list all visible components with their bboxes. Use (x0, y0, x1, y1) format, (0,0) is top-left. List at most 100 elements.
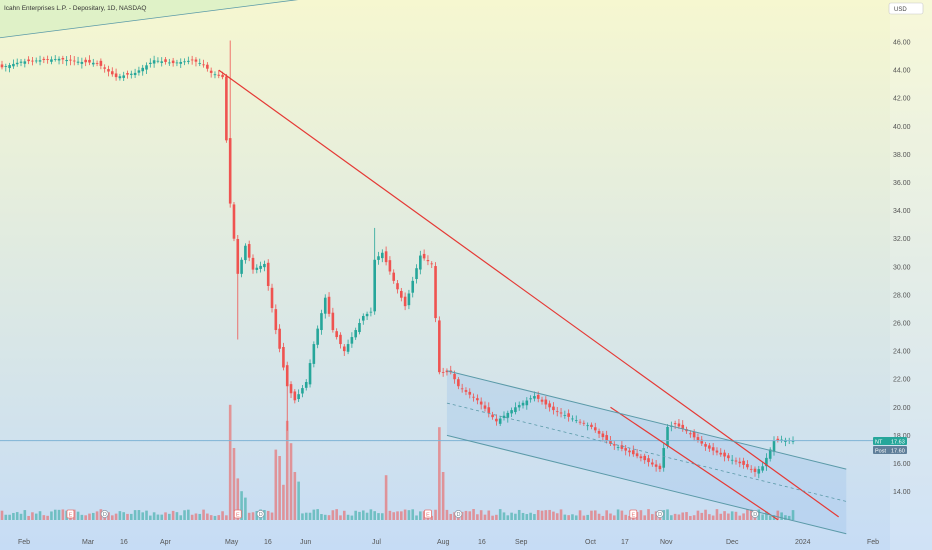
candle-body (692, 431, 696, 438)
volume-bar (643, 515, 647, 520)
volume-bar (654, 511, 658, 520)
volume-bar (704, 509, 707, 520)
candle-body (217, 74, 221, 76)
trendline-overlays[interactable] (0, 0, 932, 535)
volume-bar (495, 514, 498, 520)
volume-bar (696, 510, 700, 520)
volume-bar (339, 515, 342, 520)
candle-body (597, 430, 601, 434)
volume-bar (441, 472, 445, 520)
volume-bar (521, 512, 525, 520)
candlesticks (0, 40, 795, 479)
volume-bar (689, 515, 692, 520)
candle-body (232, 204, 236, 239)
candle-body (4, 66, 8, 67)
volume-bar (597, 513, 601, 520)
candle-body (50, 59, 53, 62)
candle-body (183, 61, 186, 63)
volume-bar (137, 510, 141, 520)
volume-bar (460, 511, 464, 520)
candle-body (525, 400, 529, 406)
candle-body (571, 418, 574, 420)
y-tick-label: 42.00 (893, 96, 911, 103)
candle-body (323, 297, 327, 314)
candle-body (704, 444, 707, 447)
volume-bar (91, 512, 95, 520)
volume-bar (126, 513, 129, 520)
dividend-badge (256, 510, 265, 518)
volume-bar (491, 515, 494, 520)
candle-body (407, 293, 411, 306)
candle-body (23, 61, 27, 64)
candle-body (103, 67, 106, 69)
candle-body (605, 435, 608, 441)
candle-body (331, 312, 335, 331)
candle-body (658, 465, 662, 470)
volume-bar (711, 515, 715, 520)
volume-bar (392, 512, 396, 520)
candle-body (213, 74, 217, 76)
candle-body (118, 76, 122, 79)
volume-bar (251, 512, 255, 520)
candle-body (156, 60, 160, 62)
volume-bar (145, 510, 148, 520)
volume-bar (453, 512, 456, 520)
volume-bar (784, 515, 787, 520)
currency-box[interactable] (888, 2, 924, 15)
candle-body (137, 70, 141, 73)
y-tick-label: 18.00 (893, 433, 911, 440)
volume-bar (681, 512, 685, 520)
candle-body (430, 263, 434, 265)
volume-bar (479, 510, 483, 520)
earnings-badge-label: E (69, 512, 73, 518)
volume-bar (555, 513, 559, 520)
volume-bar (487, 510, 491, 520)
candle-body (381, 252, 384, 259)
candle-body (415, 268, 418, 280)
candle-body (719, 452, 723, 455)
volume-bar (396, 511, 399, 520)
volume-bar (141, 512, 145, 520)
volume-bar (593, 510, 597, 520)
price-axis-panel[interactable] (890, 0, 932, 550)
volume-bar (400, 511, 403, 520)
dividend-badge (751, 510, 759, 518)
candle-body (377, 256, 380, 260)
volume-bar (244, 497, 247, 520)
volume-bar (730, 511, 734, 520)
candle-body (88, 59, 91, 63)
candle-body (453, 373, 456, 380)
candle-body (601, 433, 605, 438)
channel-upper-line (446, 370, 847, 470)
candle-body (426, 259, 430, 262)
candle-body (506, 412, 510, 418)
candle-body (160, 61, 164, 63)
earnings-badge-label: E (631, 512, 635, 518)
candle-body (373, 259, 376, 312)
y-tick-label: 28.00 (893, 292, 911, 299)
volume-bar (118, 511, 122, 520)
volume-bar (483, 514, 487, 520)
candle-body (491, 414, 494, 418)
dividend-badge (454, 510, 463, 518)
volume-bar (198, 513, 202, 520)
candle-body (342, 346, 346, 352)
volume-bar (320, 514, 323, 520)
volume-bar (647, 509, 650, 520)
volume-bar (628, 515, 631, 520)
volume-bar (742, 513, 745, 520)
candle-body (708, 445, 711, 449)
candle-body (434, 266, 437, 319)
volume-bar (194, 513, 198, 520)
candle-body (278, 328, 281, 349)
candle-body (548, 403, 551, 408)
candle-body (700, 439, 704, 444)
volume-bar (411, 509, 415, 520)
candle-body (746, 464, 749, 468)
volume-bar (130, 513, 133, 520)
candle-body (468, 391, 472, 395)
volume-bar (240, 491, 243, 520)
volume-bar (685, 512, 688, 520)
